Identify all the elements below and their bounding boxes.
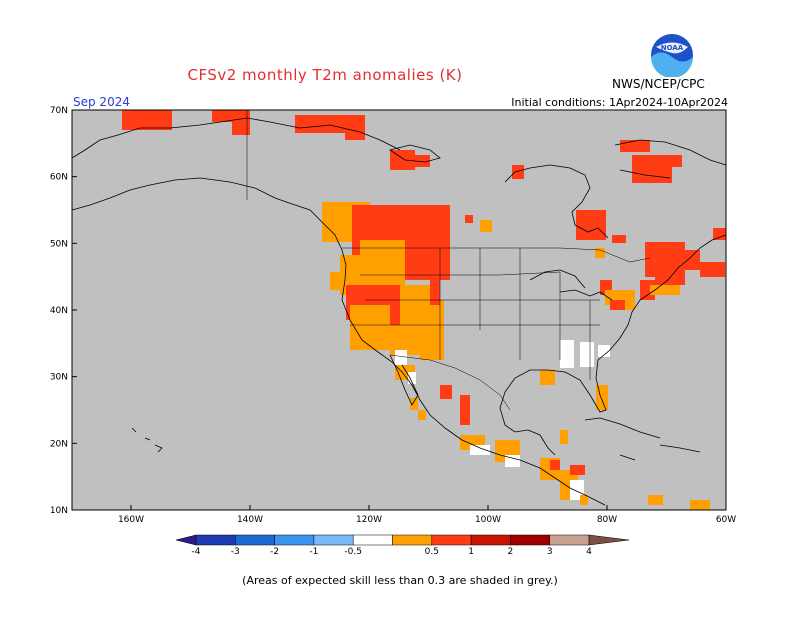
anomaly-patch [625, 290, 635, 310]
lat-tick-label: 20N [50, 439, 68, 449]
anomaly-patch [540, 370, 555, 385]
lat-tick-label: 70N [50, 106, 68, 116]
anomaly-patch [505, 455, 520, 467]
colorbar-label: -2 [270, 547, 279, 557]
colorbar-label: -1 [309, 547, 318, 557]
colorbar: -4 -3 -2 -1 -0.5 0.5 1 2 3 4 [175, 534, 630, 557]
anomaly-patch [560, 340, 574, 368]
anomaly-patch [580, 342, 594, 367]
colorbar-label: -4 [192, 547, 201, 557]
lon-tick-label: 100W [475, 515, 501, 525]
lat-tick-label: 60N [50, 173, 68, 183]
anomaly-patch [460, 395, 470, 425]
anomaly-patch [576, 210, 606, 240]
anomaly-patch [418, 410, 426, 420]
colorbar-segment [352, 534, 393, 546]
footnote: (Areas of expected skill less than 0.3 a… [242, 574, 558, 587]
colorbar-arrow-left [175, 534, 197, 546]
anomaly-patch [620, 140, 650, 152]
colorbar-segment [510, 534, 550, 546]
anomaly-patch [632, 155, 672, 183]
anomaly-patch [668, 155, 682, 167]
colorbar-label: 4 [586, 547, 592, 557]
anomaly-patch [408, 372, 416, 384]
colorbar-segment [313, 534, 354, 546]
anomaly-patch [550, 460, 560, 470]
colorbar-arrow-right [588, 534, 630, 546]
anomaly-patch [596, 385, 608, 410]
noaa-logo-icon: NOAA [651, 34, 693, 77]
colorbar-segment [235, 534, 275, 546]
agency-label: NWS/NCEP/CPC [612, 77, 705, 91]
anomaly-patch [465, 215, 473, 223]
anomaly-patch [232, 110, 250, 135]
anomaly-patch [410, 398, 418, 410]
anomaly-patch [598, 345, 610, 357]
lon-tick-label: 60W [716, 515, 736, 525]
anomaly-patch [612, 235, 626, 243]
anomaly-patch [685, 250, 700, 270]
longitude-axis: 160W 140W 120W 100W 80W 60W [118, 505, 736, 525]
lon-tick-label: 120W [356, 515, 382, 525]
colorbar-segment [392, 534, 433, 546]
lat-tick-label: 30N [50, 373, 68, 383]
anomaly-patch [395, 350, 407, 368]
colorbar-label: 2 [508, 547, 514, 557]
anomaly-patch [345, 128, 365, 140]
svg-text:NOAA: NOAA [661, 44, 684, 52]
anomaly-patch [570, 465, 585, 475]
lat-tick-label: 40N [50, 306, 68, 316]
lat-tick-label: 10N [50, 506, 68, 516]
anomaly-patch [690, 500, 710, 510]
colorbar-segment [549, 534, 590, 546]
colorbar-segment [274, 534, 315, 546]
colorbar-segment [431, 534, 472, 546]
anomaly-patch [390, 150, 415, 170]
anomaly-patch [480, 220, 492, 232]
anomaly-patch [713, 228, 726, 240]
latitude-axis: 70N 60N 50N 40N 30N 20N 10N [50, 106, 77, 516]
colorbar-segment [195, 534, 236, 546]
anomaly-patch [212, 110, 232, 122]
colorbar-label: 1 [468, 547, 474, 557]
anomaly-patch [650, 285, 680, 295]
anomaly-patch [470, 445, 490, 455]
anomaly-patches [122, 110, 726, 510]
anomaly-patch [430, 260, 440, 305]
colorbar-label: -3 [231, 547, 240, 557]
anomaly-patch [648, 495, 663, 505]
anomaly-patch [350, 305, 390, 350]
colorbar-label: 3 [547, 547, 553, 557]
anomaly-patch [595, 248, 605, 258]
forecast-month: Sep 2024 [73, 95, 130, 109]
colorbar-label: -0.5 [344, 547, 362, 557]
colorbar-label: 0.5 [425, 547, 439, 557]
anomaly-patch [560, 430, 568, 444]
political-borders [246, 110, 651, 411]
anomaly-patch [700, 262, 725, 277]
anomaly-patch [122, 110, 172, 130]
lon-tick-label: 80W [597, 515, 617, 525]
anomaly-patch [512, 165, 524, 179]
anomaly-patch [580, 495, 588, 505]
anomaly-patch [440, 385, 452, 399]
coastlines [71, 117, 727, 506]
map-title: CFSv2 monthly T2m anomalies (K) [187, 66, 463, 84]
anomaly-patch [410, 155, 430, 167]
lon-tick-label: 140W [237, 515, 263, 525]
lon-tick-label: 160W [118, 515, 144, 525]
anomaly-patch [405, 240, 450, 280]
initial-conditions: Initial conditions: 1Apr2024-10Apr2024 [511, 96, 728, 109]
anomaly-patch [420, 300, 444, 360]
anomaly-patch [610, 300, 630, 310]
lat-tick-label: 50N [50, 239, 68, 249]
colorbar-segment [470, 534, 511, 546]
